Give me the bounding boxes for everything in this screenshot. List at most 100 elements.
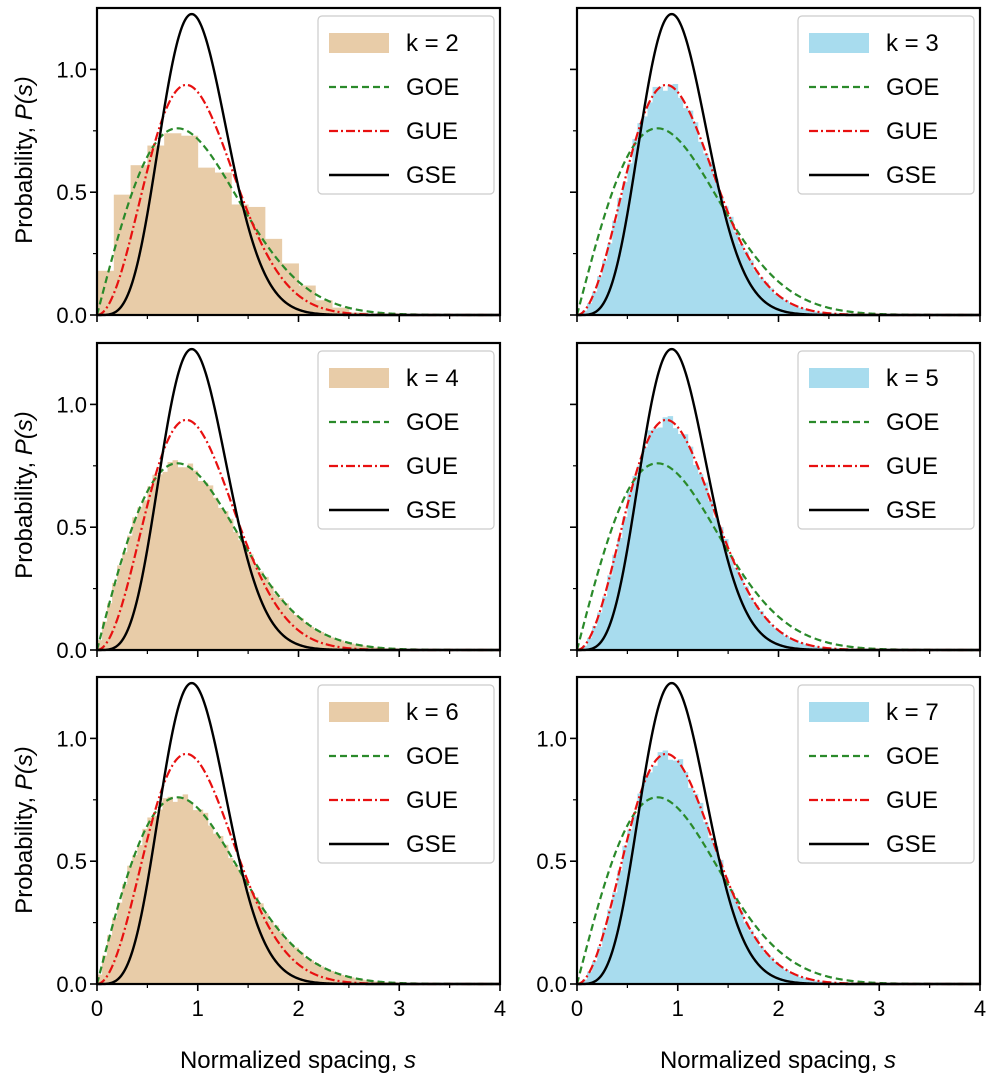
histogram-bar <box>197 809 204 984</box>
histogram-bar <box>662 417 669 650</box>
legend-box <box>797 350 975 530</box>
histogram-bar <box>214 172 232 315</box>
histogram-bar <box>627 829 633 984</box>
histogram-bar <box>238 540 244 650</box>
histogram-bar <box>728 216 734 315</box>
histogram-bar <box>783 969 789 984</box>
histogram-bar <box>702 822 709 984</box>
xlabel-left-symbol: s <box>404 1047 416 1074</box>
legend-k5: k = 5 GOE GUE GSE <box>797 350 975 530</box>
histogram-bar <box>622 516 628 650</box>
svg-text:Probability, P(s): Probability, P(s) <box>11 411 38 579</box>
histogram-bar <box>803 309 810 315</box>
histogram-bar <box>713 178 719 315</box>
histogram-bar <box>587 637 593 650</box>
legend-k4: k = 4 GOE GUE GSE <box>317 350 495 530</box>
histogram-bar <box>773 961 779 984</box>
legend-box <box>317 350 495 530</box>
histogram-bar <box>318 631 325 650</box>
x-tick-label: 4 <box>974 996 986 1021</box>
histogram-bar <box>187 463 194 650</box>
legend-label: GSE <box>886 831 937 858</box>
histogram-bar <box>97 270 115 315</box>
histogram-bar <box>132 855 138 984</box>
histogram-bar <box>177 798 184 984</box>
ylabel-row2-symbol: P(s) <box>11 411 38 455</box>
histogram-bar <box>112 582 118 650</box>
histogram-bar <box>172 801 178 984</box>
histogram-bar <box>318 966 325 984</box>
histogram-bar <box>592 625 598 650</box>
histogram-bar <box>637 123 643 315</box>
histogram-bar <box>707 837 714 984</box>
ylabel-row3-prefix: Probability, <box>11 797 38 914</box>
histogram-bar <box>778 966 784 984</box>
panel-k4: 0.0 0.5 1.0 k = 4 GOE GUE GSE <box>56 341 502 663</box>
legend-swatch-hist <box>809 368 869 388</box>
ylabel-row1-prefix: Probability, <box>11 127 38 244</box>
histogram-bar <box>157 474 163 650</box>
histogram-bar <box>733 567 739 650</box>
histogram-bar <box>672 428 679 650</box>
histogram-bar <box>167 796 173 984</box>
y-tick-label: 1.0 <box>56 726 87 751</box>
svg-text:Normalized spacing, s: Normalized spacing, s <box>180 1047 416 1074</box>
histogram-bar <box>180 135 199 315</box>
histogram-bar <box>582 645 588 650</box>
histogram-bar <box>332 307 350 315</box>
histogram-bar <box>788 638 795 650</box>
legend-label: k = 7 <box>886 699 939 726</box>
histogram-bar <box>142 500 148 650</box>
histogram-bar <box>243 880 249 984</box>
histogram-bar <box>682 771 689 984</box>
legend-label: GUE <box>886 787 938 814</box>
legend-label: k = 5 <box>886 365 939 392</box>
legend-label: GOE <box>406 74 459 101</box>
histogram-bar <box>692 793 699 984</box>
histogram-bar <box>243 544 249 650</box>
histogram-bar <box>607 243 613 315</box>
histogram-bar <box>207 825 214 984</box>
histogram-bar <box>763 952 769 984</box>
histogram-bar <box>353 644 360 650</box>
y-tick-label: 0.0 <box>536 972 567 997</box>
histogram-bar <box>813 311 820 315</box>
histogram-bar <box>692 122 699 315</box>
y-tick-label: 0.0 <box>56 972 87 997</box>
xlabel-right-prefix: Normalized spacing, <box>660 1047 877 1074</box>
histogram-bar <box>293 615 299 650</box>
histogram-bar <box>642 776 648 984</box>
x-tick-label: 0 <box>571 996 583 1021</box>
histogram-bar <box>808 979 815 984</box>
legend-label: GSE <box>406 497 457 524</box>
histogram-bar <box>582 979 588 984</box>
histogram-bar <box>763 618 769 650</box>
histogram-bar <box>677 759 684 984</box>
histogram-bar <box>117 902 123 984</box>
y-tick-label: 1.0 <box>536 726 567 751</box>
histogram-bar <box>358 645 365 650</box>
histogram-k7 <box>577 750 915 984</box>
histogram-bar <box>607 909 613 984</box>
histogram-bar <box>778 297 784 315</box>
histogram-bar <box>597 612 603 650</box>
legend-label: GSE <box>406 162 457 189</box>
histogram-bar <box>132 517 138 650</box>
histogram-bar <box>647 102 653 315</box>
legend-box <box>797 684 975 864</box>
x-tick-label: 1 <box>192 996 204 1021</box>
x-tick-label: 2 <box>772 996 784 1021</box>
histogram-bar <box>707 161 714 315</box>
histogram-bar <box>582 310 588 315</box>
x-tick-label: 2 <box>292 996 304 1021</box>
histogram-bar <box>127 865 133 984</box>
histogram-bar <box>592 960 598 984</box>
histogram-bar <box>97 974 103 984</box>
histogram-bar <box>697 802 704 984</box>
histogram-bar <box>293 947 299 984</box>
histogram-bar <box>687 110 694 315</box>
histogram-bar <box>642 116 648 316</box>
histogram-bar <box>363 646 370 650</box>
histogram-bar <box>758 277 764 315</box>
panel-k5: k = 5 GOE GUE GSE <box>570 341 982 657</box>
